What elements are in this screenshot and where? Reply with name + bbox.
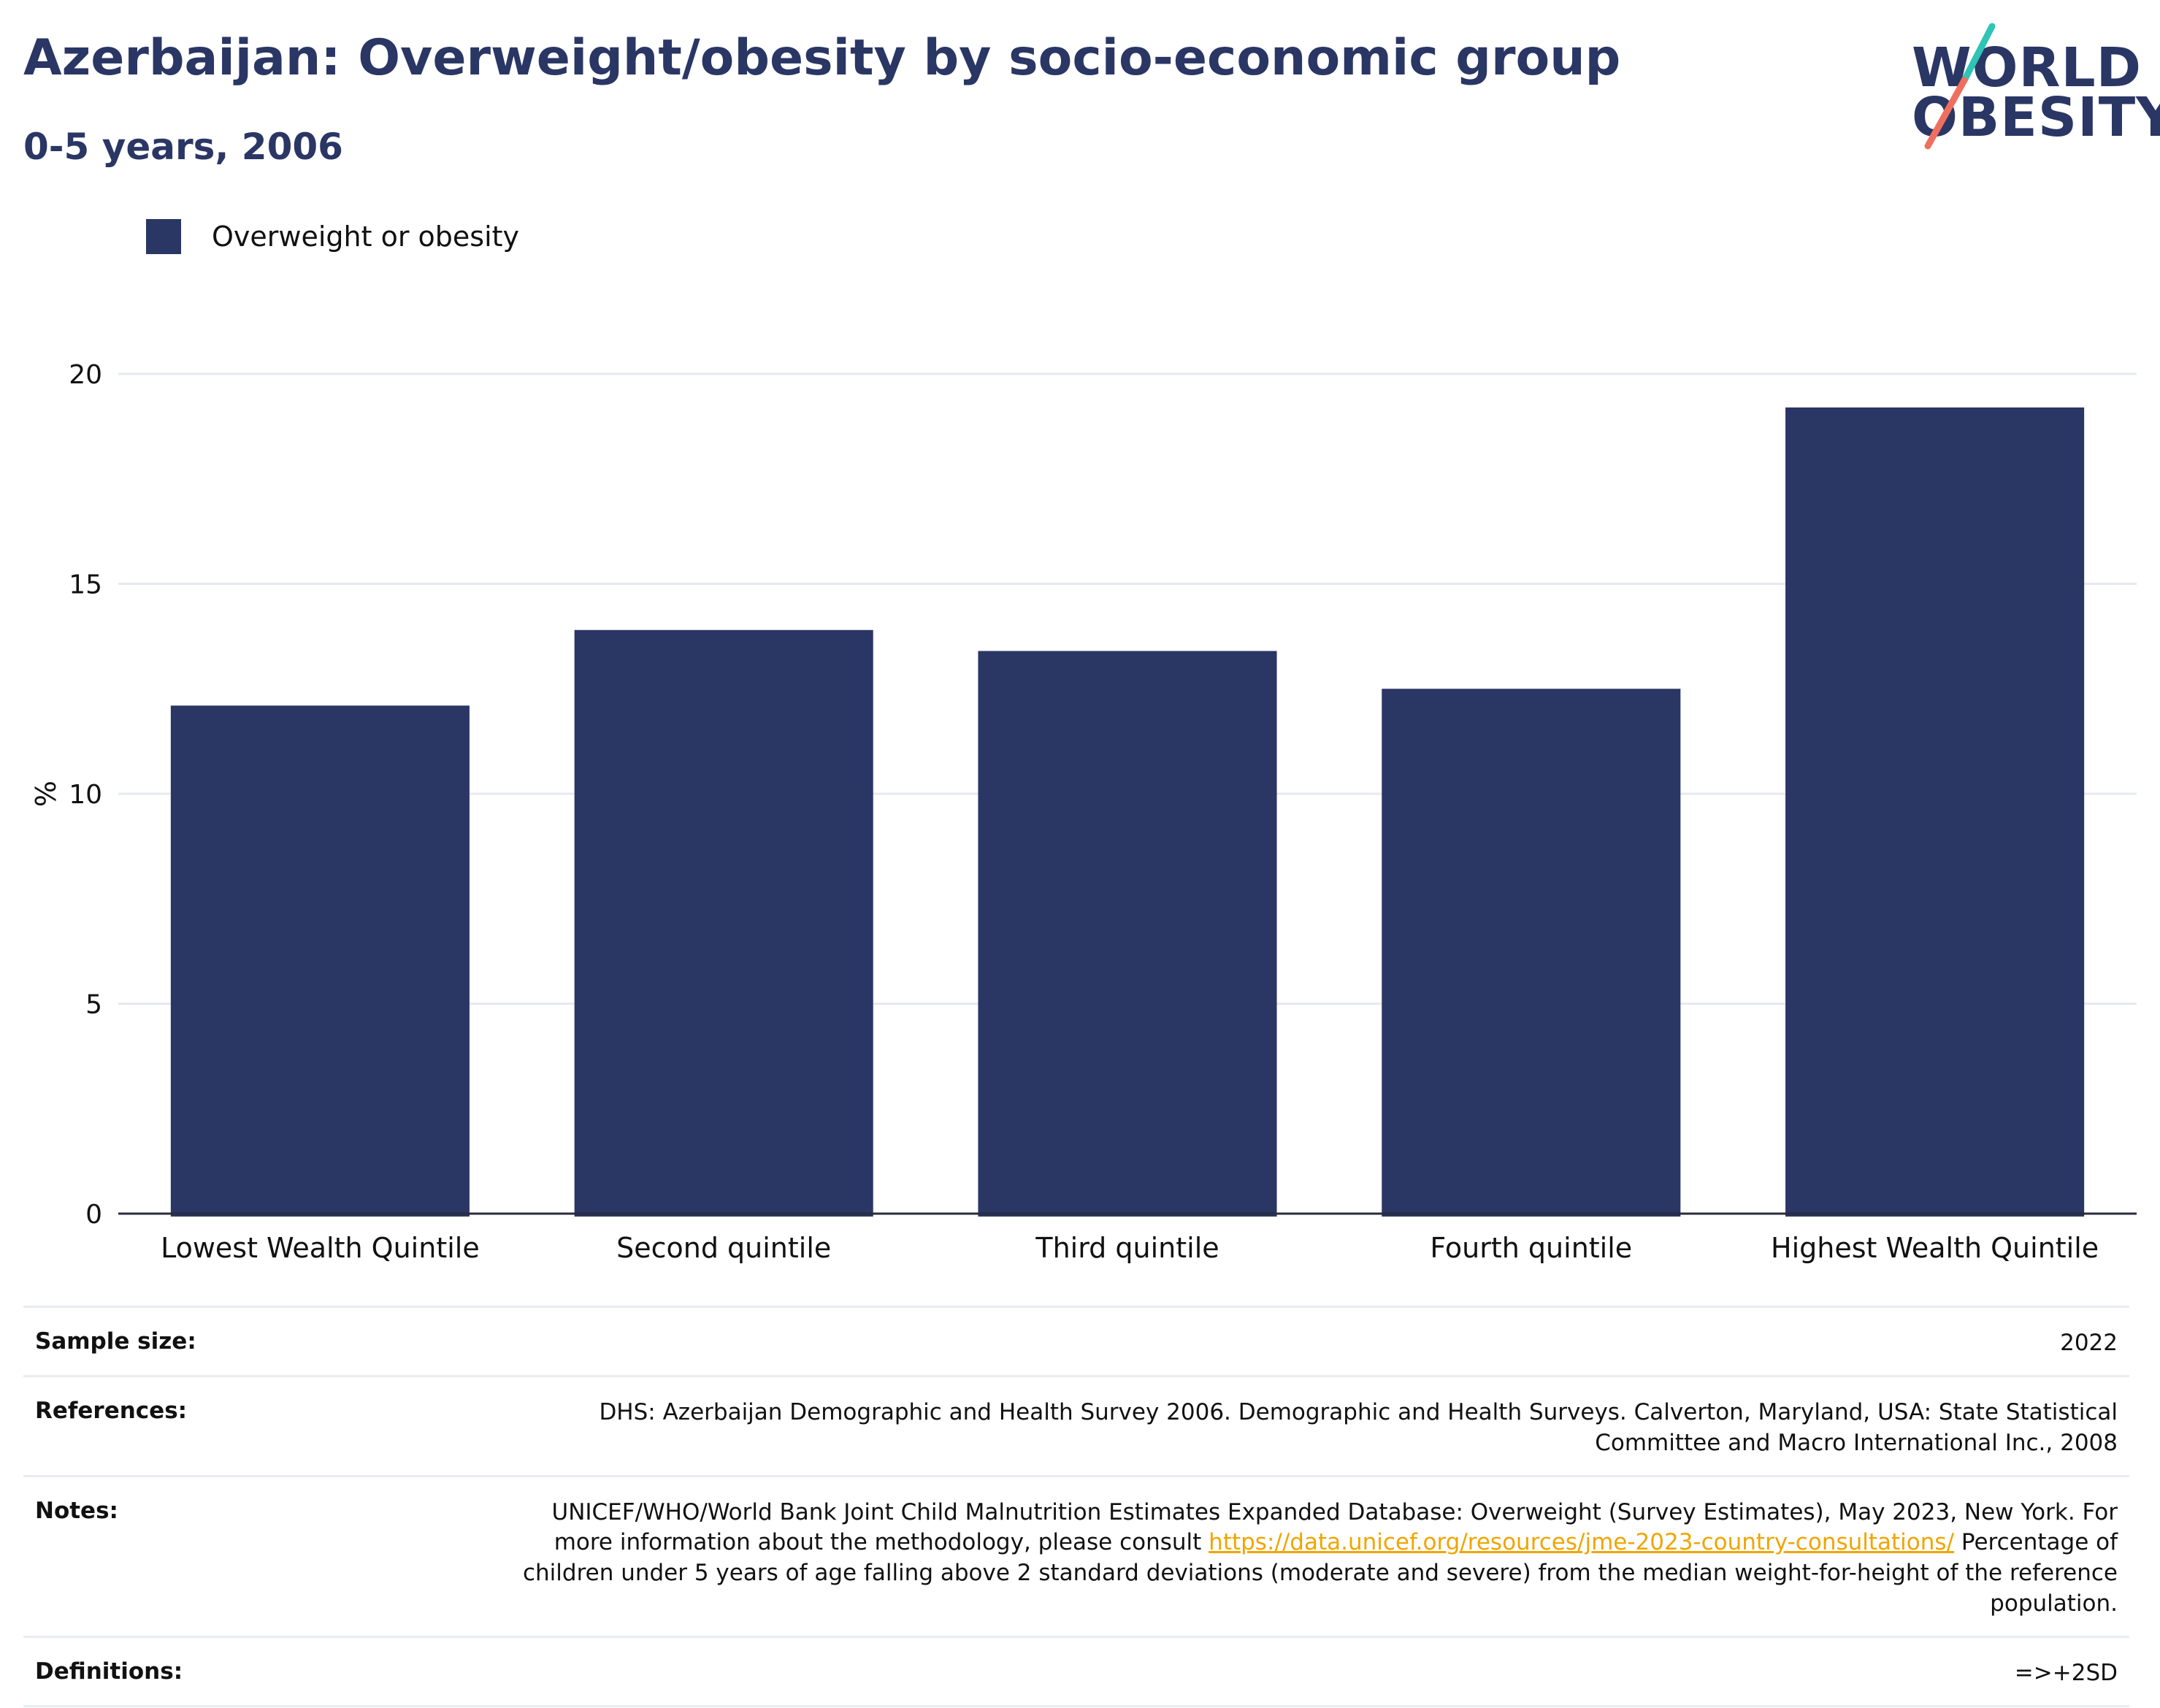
- logo-line-1: WORLD: [1912, 37, 2142, 99]
- x-tick-label: Highest Wealth Quintile: [1771, 1232, 2099, 1264]
- notes-text-after: Percentage of children under 5 years of …: [522, 1529, 2118, 1617]
- y-tick-label: 5: [85, 990, 102, 1020]
- y-axis-label: %: [30, 781, 62, 807]
- legend-swatch-overweight: [146, 219, 181, 254]
- meta-row-notes: Notes: UNICEF/WHO/World Bank Joint Child…: [23, 1474, 2129, 1636]
- meta-value-definitions: =>+2SD: [2014, 1659, 2118, 1686]
- bar: [978, 651, 1277, 1217]
- x-tick-label: Lowest Wealth Quintile: [161, 1232, 480, 1264]
- meta-row-sample-size: Sample size: 2022: [23, 1306, 2129, 1375]
- y-tick-label: 10: [69, 780, 102, 810]
- logo-slash-icon: [1924, 23, 1996, 150]
- meta-row-references: References: DHS: Azerbaijan Demographic …: [23, 1374, 2129, 1475]
- chart-title: Azerbaijan: Overweight/obesity by socio-…: [23, 29, 1621, 87]
- bar: [1785, 407, 2085, 1217]
- meta-key-references: References:: [35, 1397, 188, 1424]
- x-tick-label: Fourth quintile: [1430, 1232, 1632, 1264]
- legend: Overweight or obesity: [146, 218, 519, 256]
- x-tick-label: Third quintile: [1035, 1232, 1219, 1264]
- metadata-table: Sample size: 2022 References: DHS: Azerb…: [23, 1306, 2129, 1707]
- x-tick-label: Second quintile: [616, 1232, 831, 1264]
- bar-chart: 0 5 10 15 20 Lowest Wealth Quintile Second qui…: [30, 360, 2137, 1264]
- world-obesity-logo: WORLD OBESITY: [1899, 20, 2160, 152]
- notes-text-before: UNICEF/WHO/World Bank Joint Child Malnut…: [551, 1498, 2118, 1556]
- bar: [1382, 689, 1681, 1217]
- notes-methodology-link[interactable]: https://data.unicef.org/resources/jme-20…: [1209, 1529, 1955, 1556]
- meta-key-notes: Notes:: [35, 1497, 118, 1524]
- y-tick-label: 15: [69, 570, 102, 600]
- y-tick-label: 20: [69, 360, 102, 390]
- meta-row-definitions: Definitions: =>+2SD: [23, 1635, 2129, 1707]
- meta-key-definitions: Definitions:: [35, 1658, 183, 1685]
- bar: [574, 629, 873, 1217]
- meta-value-sample-size: 2022: [2060, 1330, 2118, 1356]
- meta-value-references: DHS: Azerbaijan Demographic and Health S…: [599, 1398, 2118, 1456]
- y-tick-label: 0: [85, 1200, 102, 1230]
- meta-key-sample-size: Sample size:: [35, 1328, 196, 1355]
- legend-label-overweight: Overweight or obesity: [212, 221, 520, 253]
- meta-value-notes: UNICEF/WHO/World Bank Joint Child Malnut…: [489, 1498, 2118, 1620]
- chart-subtitle: 0-5 years, 2006: [23, 126, 343, 168]
- bar: [170, 705, 470, 1217]
